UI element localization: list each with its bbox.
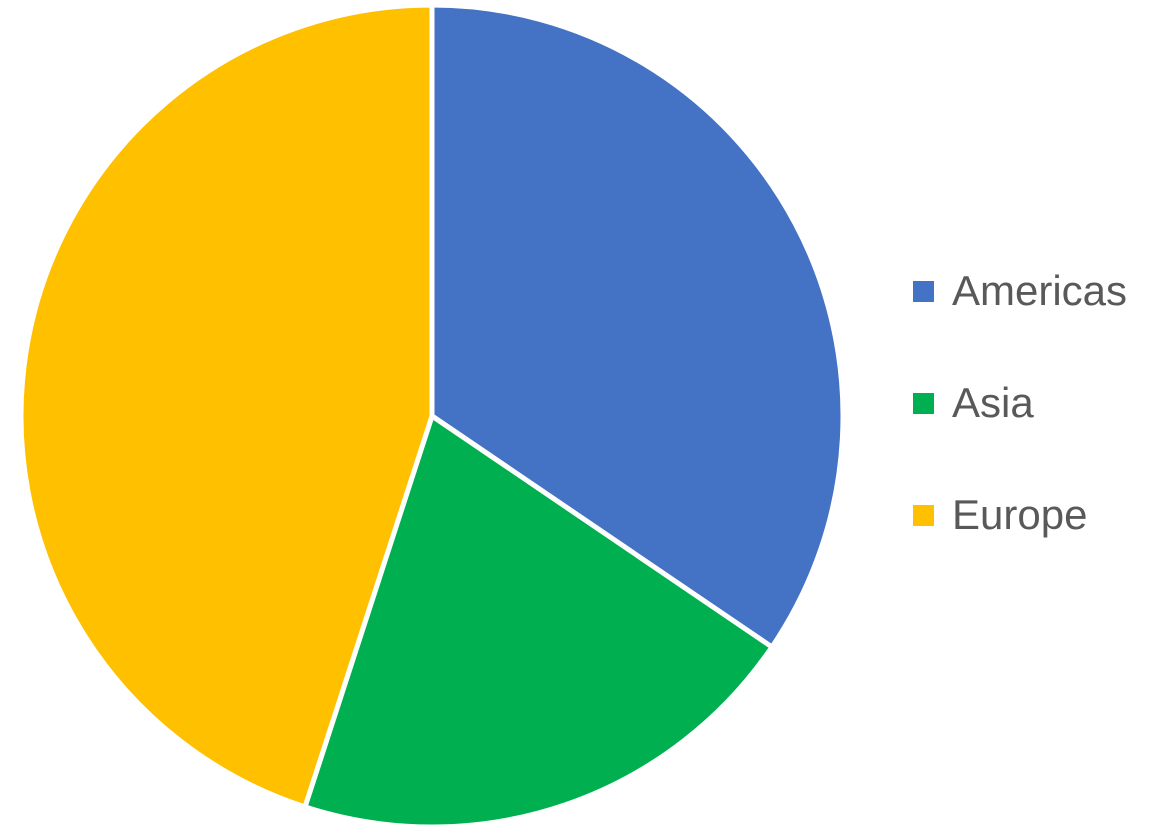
pie-slice-europe bbox=[18, 2, 435, 810]
pie-slice-americas bbox=[429, 2, 846, 650]
legend-label-americas: Americas bbox=[952, 267, 1128, 314]
legend-item-americas: Americas bbox=[913, 262, 1163, 320]
legend-item-asia: Asia bbox=[913, 374, 1163, 432]
legend-swatch-asia bbox=[913, 392, 934, 414]
legend-label-europe: Europe bbox=[952, 491, 1088, 538]
legend-item-europe: Europe bbox=[913, 486, 1163, 544]
legend-label-asia: Asia bbox=[952, 379, 1034, 426]
pie-slice-asia bbox=[302, 413, 775, 830]
legend: Americas Asia Europe bbox=[913, 262, 1163, 598]
legend-swatch-americas bbox=[913, 280, 934, 302]
legend-swatch-europe bbox=[913, 504, 934, 526]
